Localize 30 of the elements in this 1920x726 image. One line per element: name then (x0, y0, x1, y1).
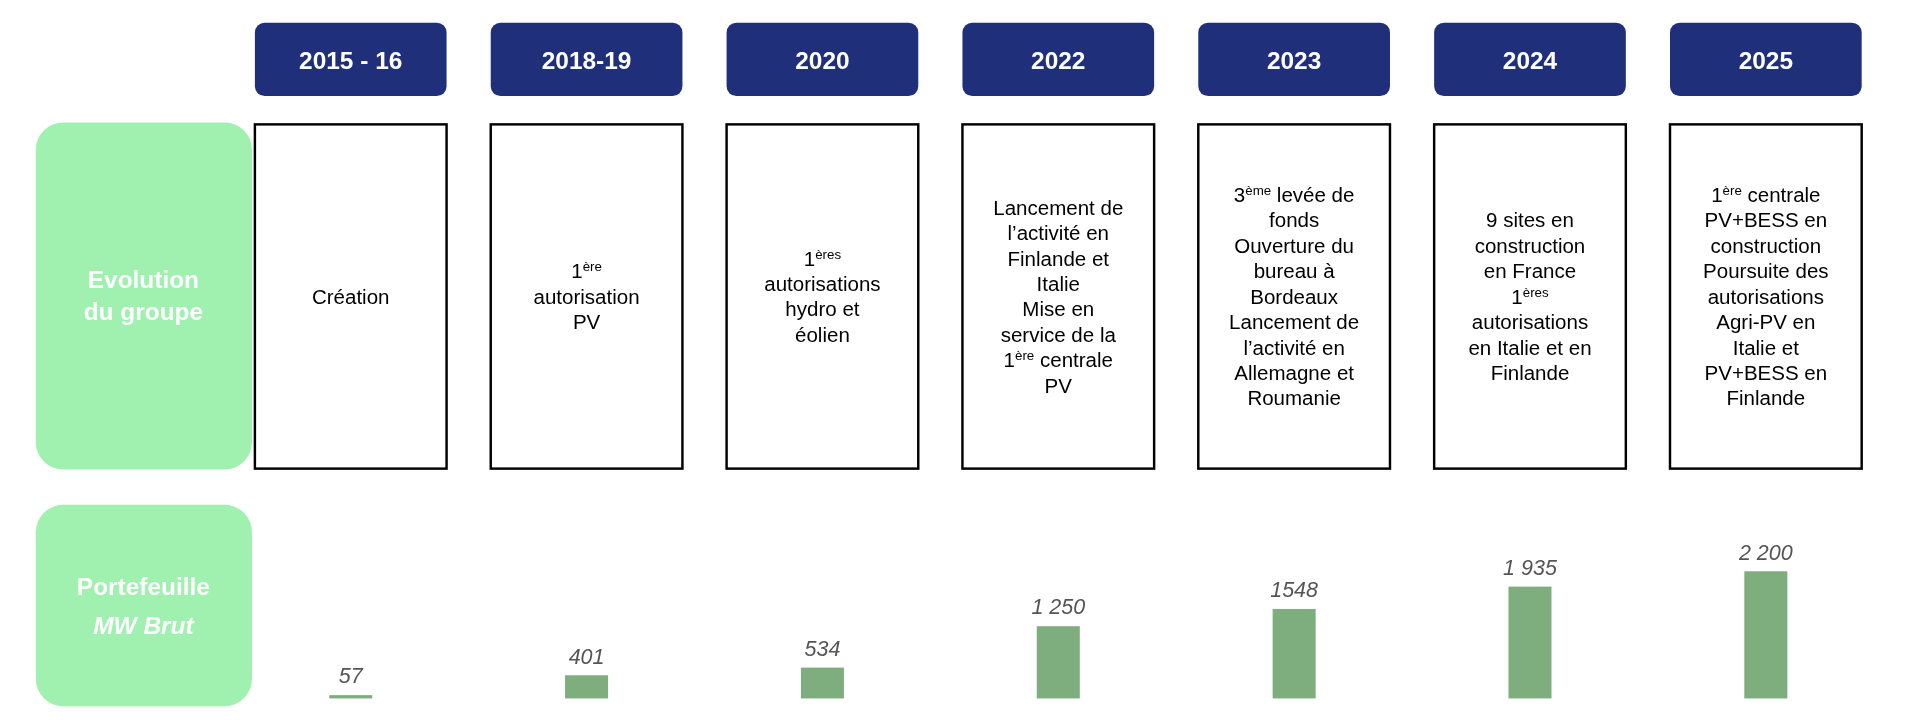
bar (329, 695, 373, 699)
x-tick-label: 2023 (1266, 46, 1322, 74)
text: 1$^{ère}$ centrale PV+BESS en construction Poursuite des autorisations Agri-PV en Italie et PV+BESS en Finlande (1703, 182, 1829, 410)
bar (1036, 626, 1080, 699)
text: 1$^{ère}$ autorisation PV (533, 258, 640, 334)
text: 1$^{ères}$ autorisations hydro et éolien (764, 246, 881, 346)
text: Evolution du groupe (83, 266, 204, 325)
x-tick-label: 2020 (795, 46, 850, 74)
data-label: 534 (804, 636, 841, 661)
data-label: 401 (568, 644, 605, 669)
bar (1272, 608, 1316, 699)
text: Lancement de l’activité en Finlande et Italie Mise en service de la 1$^{ère}$ centrale PV (993, 195, 1124, 397)
y-axis-title: Portefeuille MW Brut (76, 572, 210, 639)
bar (1744, 571, 1788, 699)
text: 3$^{ème}$ levée de fonds Ouverture du bureau à Bordeaux Lancement de l’activité en Allemagne et Roumanie (1229, 182, 1360, 410)
x-tick-label: 2015 - 16 (299, 46, 403, 74)
data-label: 1 250 (1031, 595, 1086, 620)
data-label: 1548 (1270, 578, 1319, 603)
data-label: 57 (338, 664, 364, 689)
x-tick-label: 2025 (1738, 46, 1794, 74)
text: Création (311, 284, 390, 308)
bar (1508, 586, 1552, 699)
bar (800, 667, 844, 699)
data-label: 1 935 (1503, 555, 1558, 580)
data-label: 2 200 (1737, 540, 1793, 565)
x-tick-label: 2024 (1502, 46, 1558, 74)
bar (565, 675, 609, 699)
text: 9 sites en construction en France 1$^{ères}$ autorisations en Italie et en Finlande (1468, 208, 1592, 384)
x-tick-label: 2022 (1031, 46, 1086, 74)
x-tick-label: 2018-19 (541, 46, 632, 74)
